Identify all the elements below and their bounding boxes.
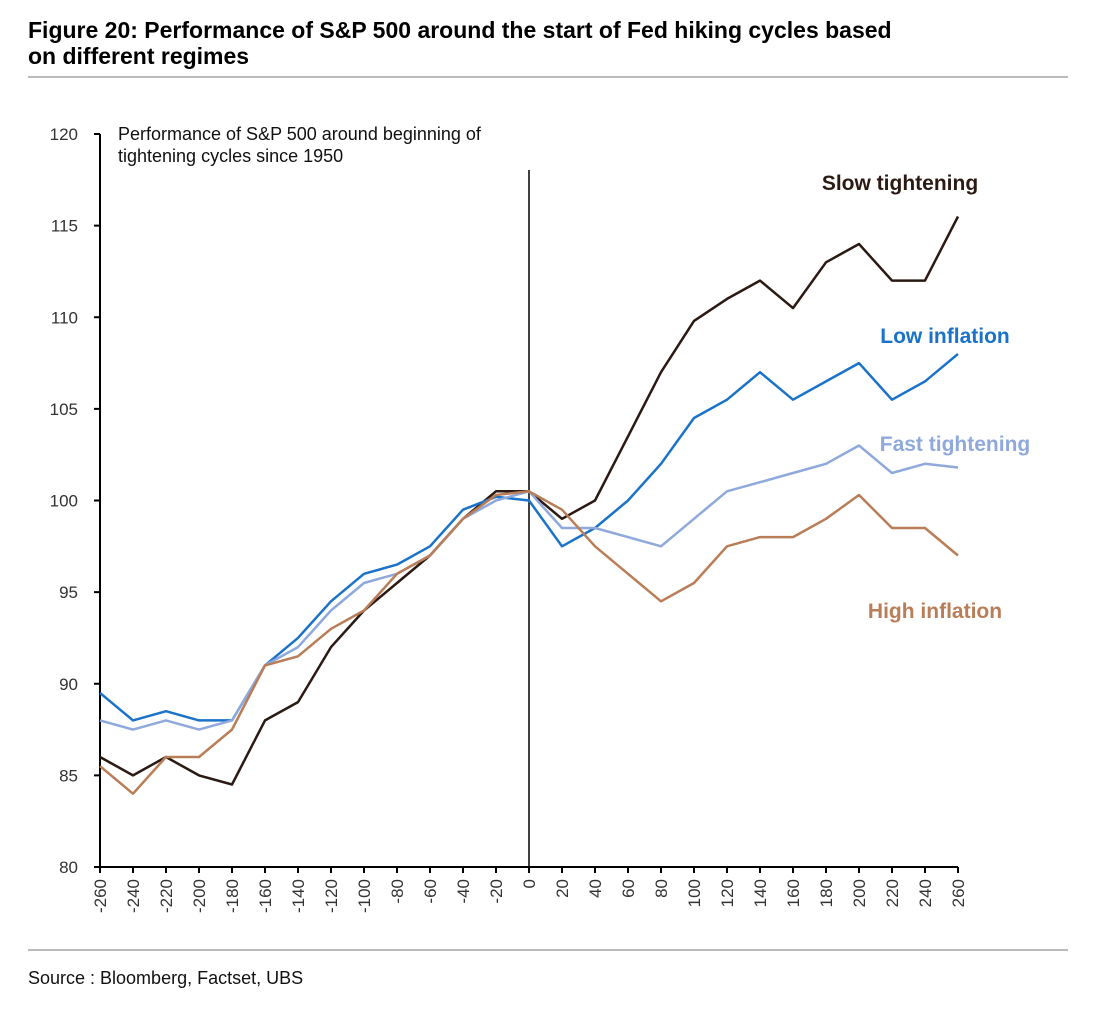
- x-tick-label: -180: [223, 879, 242, 913]
- x-tick-label: 260: [949, 879, 968, 907]
- x-tick-label: 60: [619, 879, 638, 898]
- series-label: High inflation: [868, 600, 1002, 623]
- x-tick-label: -120: [322, 879, 341, 913]
- x-tick-label: 180: [817, 879, 836, 907]
- x-tick-label: 220: [883, 879, 902, 907]
- chart-title: Figure 20: Performance of S&P 500 around…: [28, 17, 892, 69]
- x-tick-label: -240: [124, 879, 143, 913]
- x-tick-label: 100: [685, 879, 704, 907]
- x-tick-label: 240: [916, 879, 935, 907]
- y-tick-label: 100: [50, 492, 78, 511]
- x-tick-label: -140: [289, 879, 308, 913]
- y-tick-label: 105: [50, 400, 78, 419]
- y-tick-label: 90: [59, 675, 78, 694]
- x-tick-label: -80: [388, 879, 407, 904]
- x-tick-label: 120: [718, 879, 737, 907]
- x-tick-label: -40: [454, 879, 473, 904]
- x-tick-label: -200: [190, 879, 209, 913]
- x-tick-label: 80: [652, 879, 671, 898]
- x-tick-label: 160: [784, 879, 803, 907]
- y-tick-label: 85: [59, 766, 78, 785]
- x-tick-label: -160: [256, 879, 275, 913]
- x-tick-label: -220: [157, 879, 176, 913]
- y-tick-label: 115: [51, 217, 78, 236]
- x-tick-label: 20: [553, 879, 572, 898]
- y-tick-label: 110: [51, 308, 78, 327]
- source: Source : Bloomberg, Factset, UBS: [28, 968, 303, 988]
- subtitle: Performance of S&P 500 around beginning …: [118, 124, 482, 166]
- series-label: Low inflation: [880, 325, 1009, 348]
- x-tick-label: 200: [850, 879, 869, 907]
- x-tick-label: 40: [586, 879, 605, 898]
- y-tick-label: 80: [59, 858, 78, 877]
- x-tick-label: -60: [421, 879, 440, 904]
- y-tick-label: 120: [50, 125, 78, 144]
- series-line: [99, 490, 959, 795]
- series-label: Fast tightening: [880, 433, 1031, 456]
- x-tick-label: 140: [751, 879, 770, 907]
- series-label: Slow tightening: [822, 172, 978, 195]
- x-tick-label: -100: [355, 879, 374, 913]
- x-tick-label: -260: [91, 879, 110, 913]
- y-tick-label: 95: [59, 583, 78, 602]
- x-tick-label: -20: [487, 879, 506, 904]
- x-tick-label: 0: [520, 879, 539, 888]
